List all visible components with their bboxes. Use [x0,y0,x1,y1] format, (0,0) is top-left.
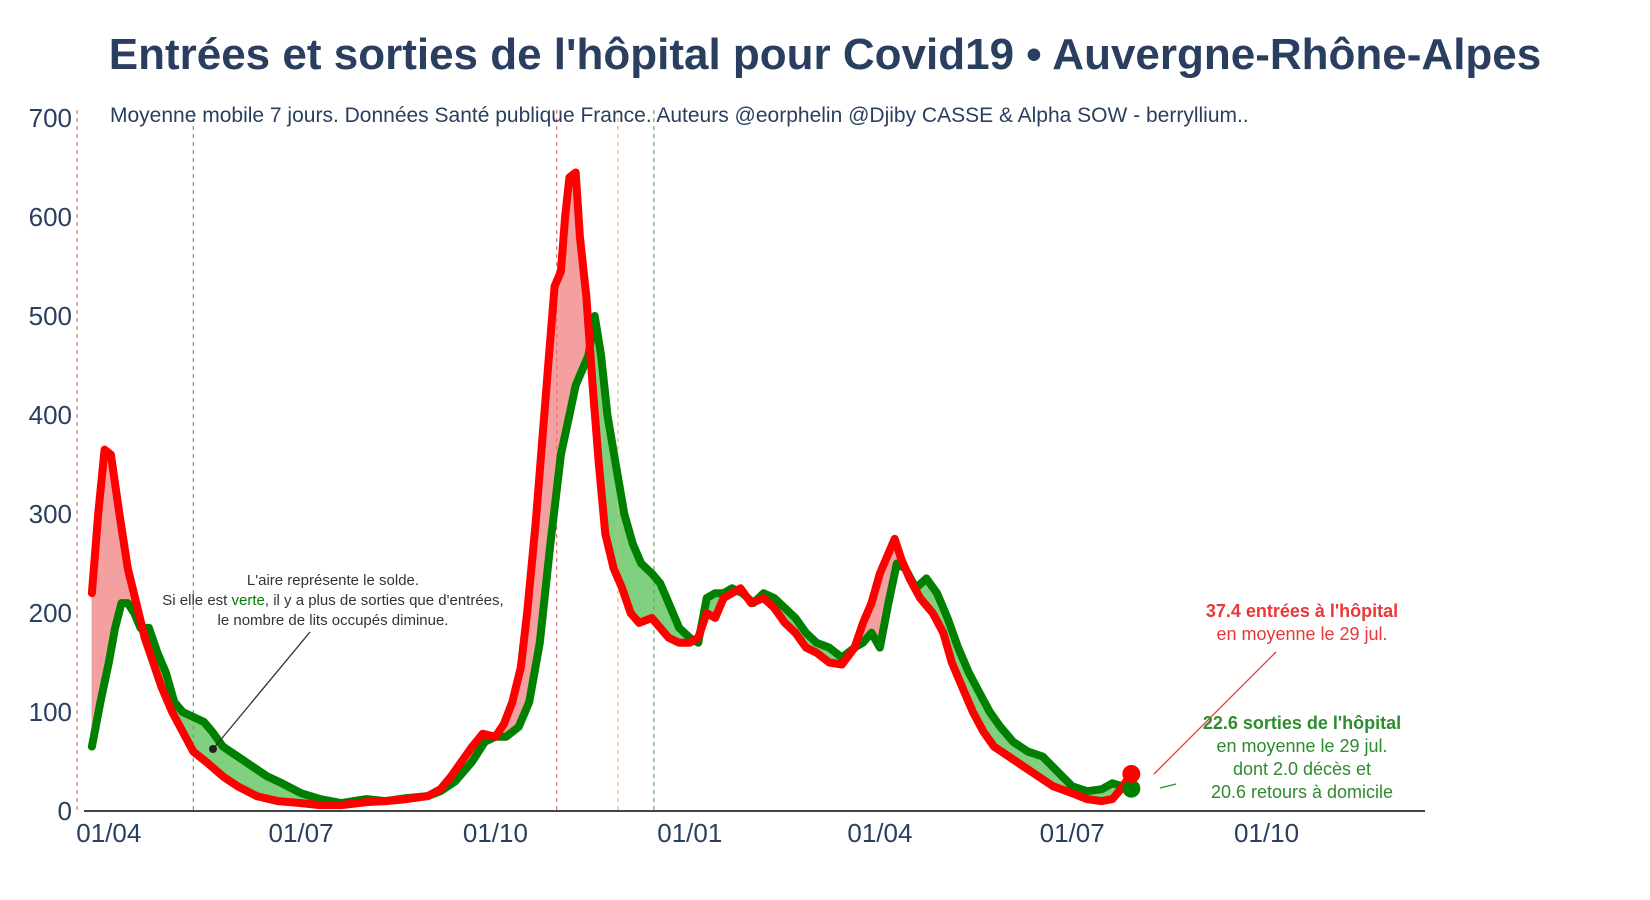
y-tick-label: 0 [58,796,72,826]
x-tick-label: 01/10 [463,818,528,848]
note-green-word: verte [232,592,265,609]
balance-fill-segment [647,568,650,621]
x-tick-label: 01/04 [847,818,912,848]
title-part-2: pour Covid19 • [720,30,1053,79]
entries-line [87,168,1136,810]
entries-label-line-1: 37.4 entrées à l'hôpital [1206,601,1398,621]
y-tick-label: 100 [29,697,72,727]
balance-fill-segment [643,564,646,622]
event-vertical-lines [76,110,655,811]
exits-label-line-4: 20.6 retours à domicile [1211,782,1393,802]
balance-fill-segment [571,173,574,406]
note-pointer [212,631,311,750]
y-tick-label: 400 [29,400,72,430]
note-line-2: Si elle est verte, il y a plus de sortie… [162,592,503,609]
x-axis-ticks: 01/04 01/07 01/10 01/01 01/04 01/07 01/10 [76,818,1299,848]
y-tick-label: 600 [29,202,72,232]
y-tick-label: 500 [29,301,72,331]
exits-line [87,312,1136,808]
exits-last-marker [1122,779,1141,798]
exits-label-line-1: 22.6 sorties de l'hôpital [1203,713,1401,733]
y-tick-label: 700 [29,103,72,133]
last-value-markers [1122,764,1141,798]
balance-note: L'aire représente le solde. Si elle est … [162,572,504,753]
entries-last-marker [1122,764,1141,783]
note-line-3: le nombre de lits occupés diminue. [218,612,449,629]
note-line-2-post: , il y a plus de sorties que d'entrées, [265,592,504,609]
series-lines [87,168,1136,810]
y-axis-ticks: 0 100 200 300 400 500 600 700 [29,103,72,826]
title-part-1: Entrées et sorties de l'hôpital [108,30,721,79]
exits-label-line-3: dont 2.0 décès et [1233,759,1371,779]
balance-fill-segment [106,450,110,673]
x-tick-label: 01/04 [76,818,141,848]
balance-fill-segment [645,566,648,621]
entries-label: 37.4 entrées à l'hôpital en moyenne le 2… [1153,601,1398,775]
y-tick-label: 200 [29,598,72,628]
y-tick-label: 300 [29,499,72,529]
exits-label-line-2: en moyenne le 29 jul. [1216,736,1387,756]
x-tick-label: 01/10 [1234,818,1299,848]
entries-pointer [1153,651,1277,775]
exits-pointer [1159,783,1177,789]
x-tick-label: 01/07 [1040,818,1105,848]
x-tick-label: 01/07 [269,818,334,848]
chart-subtitle: Moyenne mobile 7 jours. Données Santé pu… [110,104,1249,127]
entries-label-line-2: en moyenne le 29 jul. [1216,624,1387,644]
note-pointer-dot [209,745,217,753]
title-part-3: Auvergne-Rhône-Alpes [1052,30,1542,79]
chart-title: Entrées et sorties de l'hôpital pour Cov… [0,30,1650,80]
note-line-2-pre: Si elle est [162,592,231,609]
exits-label: 22.6 sorties de l'hôpital en moyenne le … [1159,713,1401,802]
x-tick-label: 01/01 [657,818,722,848]
note-line-1: L'aire représente le solde. [247,572,419,589]
balance-fill-segment [640,562,644,623]
